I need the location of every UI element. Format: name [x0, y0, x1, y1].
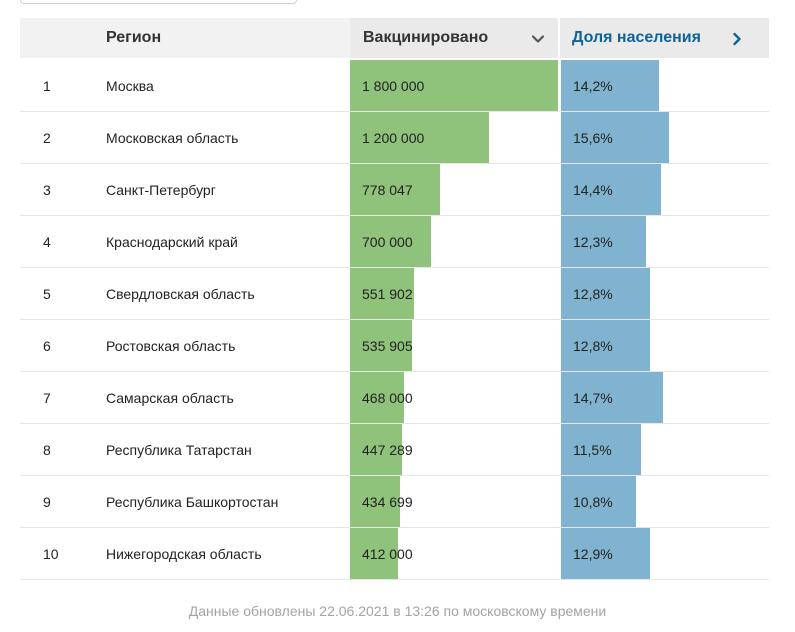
share-bar	[561, 320, 650, 371]
row-region: Республика Татарстан	[106, 441, 252, 458]
vaccinated-bar	[350, 476, 400, 527]
row-number: 2	[43, 129, 51, 146]
row-number: 3	[43, 181, 51, 198]
row-region: Московская область	[106, 129, 239, 146]
vaccinated-value: 1 200 000	[362, 129, 425, 146]
table-row: 9 Республика Башкортостан 434 699 10,8%	[20, 476, 769, 528]
row-region: Ростовская область	[106, 337, 236, 354]
vaccinated-value: 434 699	[362, 493, 413, 510]
share-bar	[561, 268, 650, 319]
row-region: Краснодарский край	[106, 233, 238, 250]
share-bar	[561, 372, 663, 423]
row-number: 4	[43, 233, 51, 250]
share-value: 11,5%	[573, 441, 612, 458]
share-value: 14,2%	[573, 77, 613, 94]
header-num	[43, 18, 103, 58]
vaccinated-value: 535 905	[362, 337, 413, 354]
table-row: 3 Санкт-Петербург 778 047 14,4%	[20, 164, 769, 216]
row-number: 7	[43, 389, 51, 406]
share-value: 12,3%	[573, 233, 613, 250]
share-bar	[561, 476, 636, 527]
share-value: 12,9%	[573, 545, 613, 562]
chevron-down-icon[interactable]	[530, 31, 546, 47]
header-divider	[558, 18, 560, 58]
table-row: 10 Нижегородская область 412 000 12,9%	[20, 528, 769, 580]
vaccinated-value: 412 000	[362, 545, 413, 562]
table-row: 2 Московская область 1 200 000 15,6%	[20, 112, 769, 164]
vaccinated-value: 468 000	[362, 389, 413, 406]
share-bar	[561, 528, 650, 579]
share-value: 12,8%	[573, 285, 613, 302]
vaccinated-bar	[350, 60, 558, 111]
row-region: Свердловская область	[106, 285, 255, 302]
vaccinated-bar	[350, 216, 431, 267]
share-value: 10,8%	[573, 493, 613, 510]
vaccinated-value: 1 800 000	[362, 77, 425, 94]
table-row: 6 Ростовская область 535 905 12,8%	[20, 320, 769, 372]
vaccinated-bar	[350, 268, 414, 319]
vaccinated-bar	[350, 112, 489, 163]
vaccinated-bar	[350, 372, 404, 423]
header-share-label: Доля населения	[572, 29, 701, 46]
share-bar	[561, 216, 646, 267]
table-row: 7 Самарская область 468 000 14,7%	[20, 372, 769, 424]
row-region: Санкт-Петербург	[106, 181, 216, 198]
row-number: 9	[43, 493, 51, 510]
row-number: 8	[43, 441, 51, 458]
header-share[interactable]: Доля населения	[560, 18, 769, 58]
row-number: 10	[43, 545, 59, 562]
update-note: Данные обновлены 22.06.2021 в 13:26 по м…	[188, 603, 607, 619]
table-row: 8 Республика Татарстан 447 289 11,5%	[20, 424, 769, 476]
vaccinated-bar	[350, 320, 412, 371]
row-number: 5	[43, 285, 51, 302]
vaccinated-bar	[350, 424, 402, 475]
vaccinated-bar	[350, 528, 398, 579]
chevron-right-icon[interactable]	[729, 31, 745, 47]
vaccinated-bar	[350, 164, 440, 215]
vaccinated-value: 700 000	[362, 233, 413, 250]
table-body: 1 Москва 1 800 000 14,2% 2 Московская область…	[20, 60, 769, 580]
share-value: 14,4%	[573, 181, 613, 198]
share-value: 15,6%	[573, 129, 613, 146]
vaccinated-value: 551 902	[362, 285, 413, 302]
header-vaccinated-label: Вакцинировано	[363, 29, 489, 46]
table-row: 1 Москва 1 800 000 14,2%	[20, 60, 769, 112]
vaccinated-value: 778 047	[362, 181, 413, 198]
share-bar	[561, 112, 669, 163]
row-region: Нижегородская область	[106, 545, 262, 562]
vaccinated-value: 447 289	[362, 441, 413, 458]
search-box-edge[interactable]	[20, 0, 297, 4]
table-row: 4 Краснодарский край 700 000 12,3%	[20, 216, 769, 268]
header-vaccinated[interactable]: Вакцинировано	[350, 18, 558, 58]
row-region: Самарская область	[106, 389, 234, 406]
table-header: Регион Вакцинировано Доля населения	[20, 18, 769, 60]
row-region: Республика Башкортостан	[106, 493, 279, 510]
vaccination-table: Регион Вакцинировано Доля населения 1 Мос…	[20, 18, 769, 580]
share-bar	[561, 164, 661, 215]
row-region: Москва	[106, 77, 154, 94]
share-value: 12,8%	[573, 337, 613, 354]
table-row: 5 Свердловская область 551 902 12,8%	[20, 268, 769, 320]
share-bar	[561, 60, 659, 111]
row-number: 6	[43, 337, 51, 354]
share-bar	[561, 424, 641, 475]
header-region[interactable]: Регион	[106, 29, 162, 46]
share-value: 14,7%	[573, 389, 613, 406]
row-number: 1	[43, 77, 51, 94]
